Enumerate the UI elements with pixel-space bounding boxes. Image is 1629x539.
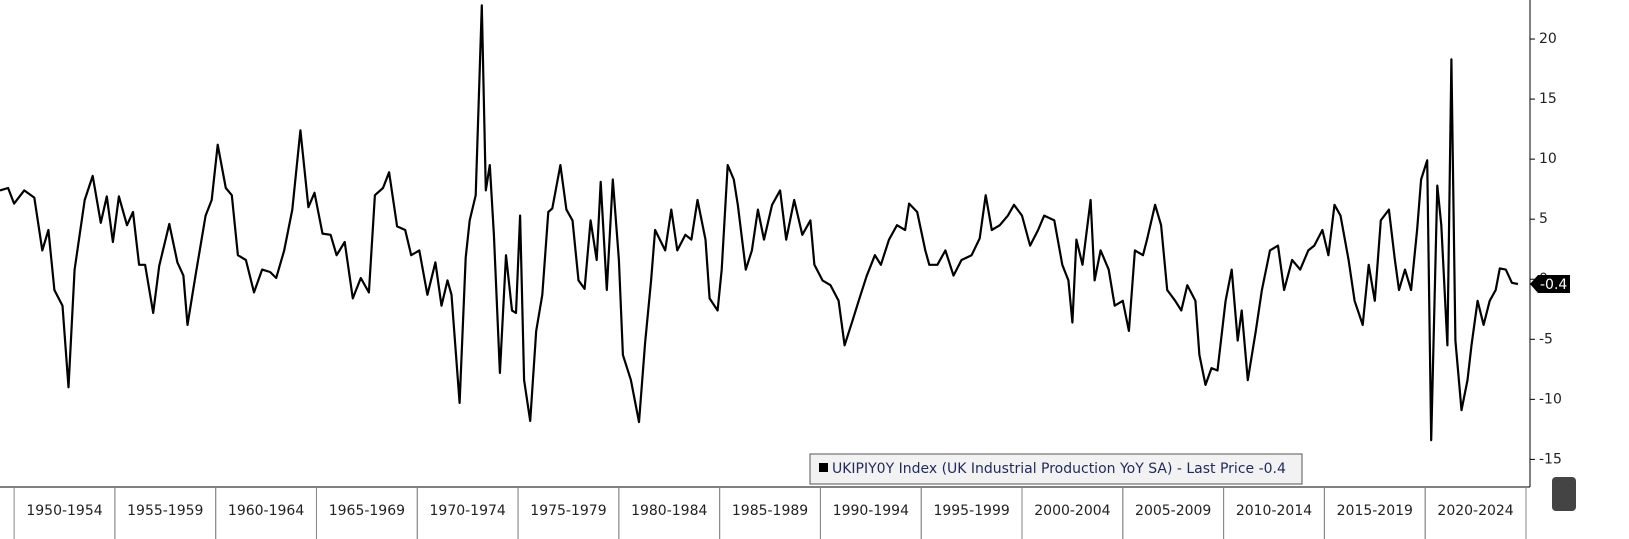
x-tick-label: 1950-1954 <box>26 503 102 519</box>
x-tick-label: 1965-1969 <box>329 503 405 519</box>
x-tick-label: 1960-1964 <box>228 503 304 519</box>
y-tick-label: 20 <box>1539 31 1557 47</box>
y-tick-label: 10 <box>1539 151 1557 167</box>
x-tick-label: 1990-1994 <box>833 503 909 519</box>
legend-label: UKIPIY0Y Index (UK Industrial Production… <box>832 461 1286 477</box>
x-tick-label: 2020-2024 <box>1437 503 1513 519</box>
x-tick-label: 1955-1959 <box>127 503 203 519</box>
x-tick-label: 1970-1974 <box>430 503 506 519</box>
y-tick-label: -10 <box>1539 391 1562 407</box>
legend-box <box>809 453 1303 485</box>
x-tick-label: 1980-1984 <box>631 503 707 519</box>
legend-swatch <box>819 463 828 472</box>
x-tick-label: 1985-1989 <box>732 503 808 519</box>
last-price-label: -0.4 <box>1540 277 1567 293</box>
x-tick-label: 1995-1999 <box>933 503 1009 519</box>
y-tick-label: 5 <box>1539 211 1548 227</box>
x-tick-label: 1975-1979 <box>530 503 606 519</box>
x-tick-label: 2005-2009 <box>1135 503 1211 519</box>
y-tick-label: 15 <box>1539 91 1557 107</box>
y-tick-label: -15 <box>1539 451 1562 467</box>
series-line <box>0 4 1519 442</box>
y-tick-label: -5 <box>1539 331 1553 347</box>
x-tick-label: 2015-2019 <box>1337 503 1413 519</box>
x-tick-label: 2000-2004 <box>1034 503 1110 519</box>
legend: UKIPIY0Y Index (UK Industrial Production… <box>809 453 1303 485</box>
x-tick-label: 2010-2014 <box>1236 503 1312 519</box>
last-price-box <box>1530 275 1570 294</box>
toolbar-icon[interactable] <box>1552 477 1576 511</box>
